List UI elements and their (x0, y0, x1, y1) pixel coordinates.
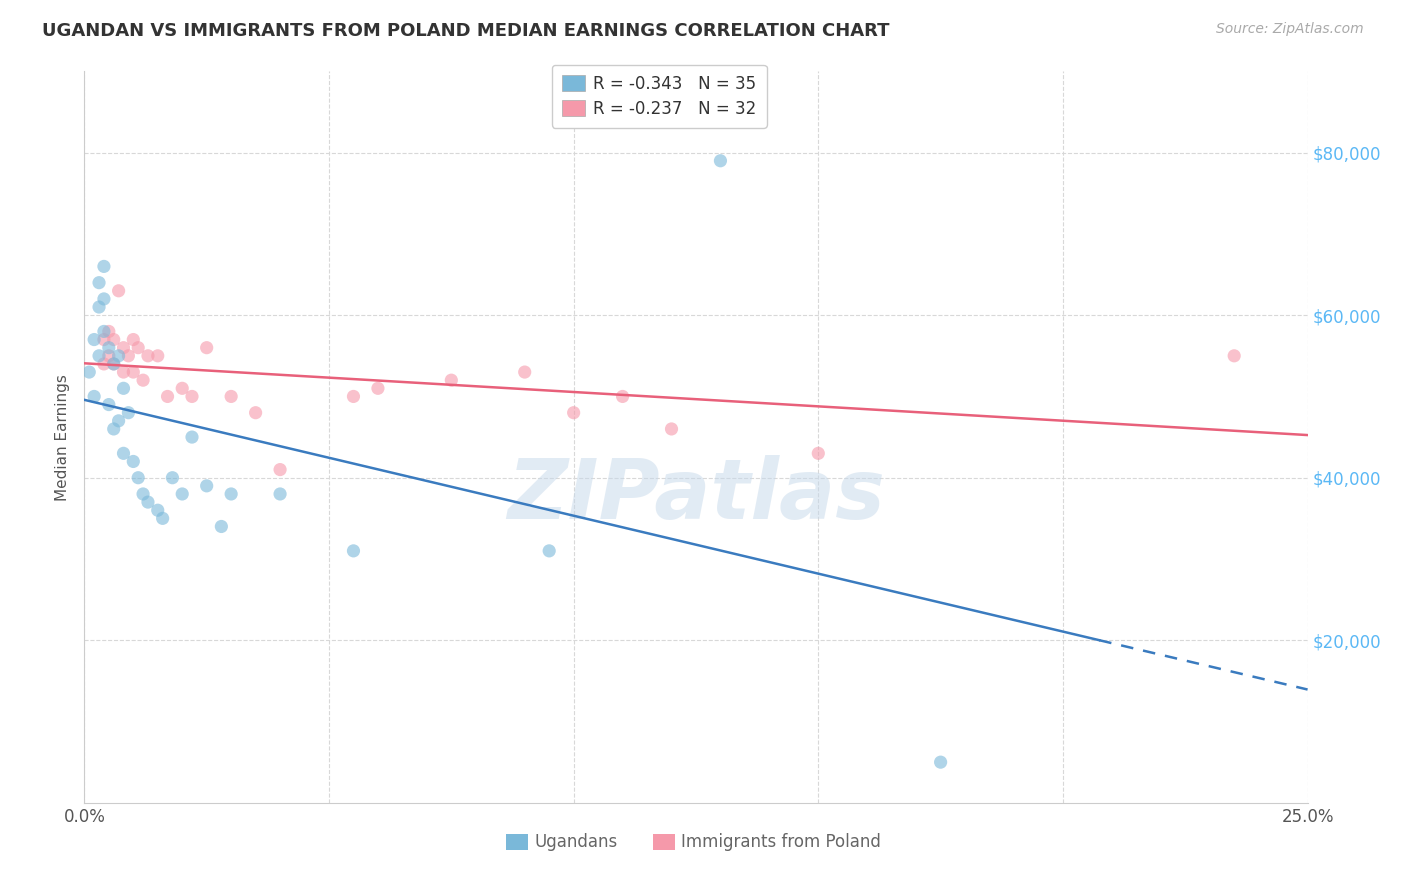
Point (162, 471, 184, 485)
Point (117, 349, 139, 363)
Point (146, 349, 169, 363)
FancyBboxPatch shape (506, 834, 529, 850)
Point (103, 422, 125, 436)
Point (87, 276, 110, 290)
Point (77, 365, 100, 379)
Point (107, 284, 129, 298)
Point (136, 349, 159, 363)
Point (112, 446, 135, 460)
Point (93, 260, 115, 274)
Point (513, 365, 536, 379)
Point (112, 365, 135, 379)
Point (127, 341, 149, 355)
Point (132, 487, 155, 501)
Point (93, 357, 115, 371)
Point (112, 341, 135, 355)
Point (136, 495, 159, 509)
Point (661, 422, 683, 436)
Point (929, 755, 952, 769)
Y-axis label: Median Earnings: Median Earnings (55, 374, 70, 500)
Point (103, 357, 125, 371)
Point (209, 519, 232, 533)
Point (538, 544, 561, 558)
Point (97, 325, 120, 339)
Point (132, 373, 155, 387)
Point (117, 406, 139, 420)
Point (172, 487, 194, 501)
Point (127, 471, 149, 485)
Point (103, 333, 125, 347)
Point (807, 446, 830, 460)
Point (97, 349, 120, 363)
Point (1223, 349, 1246, 363)
Point (709, 153, 731, 168)
Point (122, 333, 145, 347)
Point (97, 341, 120, 355)
Point (146, 503, 169, 517)
Point (156, 389, 179, 403)
Point (269, 487, 291, 501)
Point (93, 325, 115, 339)
Point (181, 430, 204, 444)
Point (152, 511, 174, 525)
Point (122, 365, 145, 379)
Point (342, 544, 364, 558)
Point (172, 381, 194, 395)
Point (103, 357, 125, 371)
Point (181, 389, 204, 403)
Point (87, 300, 110, 314)
Point (83, 389, 105, 403)
Point (87, 349, 110, 363)
Point (367, 381, 389, 395)
Point (93, 292, 115, 306)
Text: Ugandans: Ugandans (534, 833, 617, 851)
Text: ZIPatlas: ZIPatlas (508, 455, 884, 536)
Point (195, 341, 218, 355)
Point (107, 414, 129, 428)
Point (83, 333, 105, 347)
FancyBboxPatch shape (654, 834, 675, 850)
Point (219, 487, 242, 501)
Point (107, 349, 129, 363)
Point (122, 454, 145, 468)
Point (612, 389, 634, 403)
Point (440, 373, 463, 387)
Point (112, 381, 135, 395)
Point (269, 462, 291, 476)
Text: UGANDAN VS IMMIGRANTS FROM POLAND MEDIAN EARNINGS CORRELATION CHART: UGANDAN VS IMMIGRANTS FROM POLAND MEDIAN… (42, 22, 890, 40)
Text: Immigrants from Poland: Immigrants from Poland (682, 833, 882, 851)
Point (342, 389, 364, 403)
Point (195, 479, 218, 493)
Point (562, 406, 585, 420)
Text: Source: ZipAtlas.com: Source: ZipAtlas.com (1216, 22, 1364, 37)
Point (219, 389, 242, 403)
Point (97, 398, 120, 412)
Point (245, 406, 267, 420)
Legend: R = -0.343   N = 35, R = -0.237   N = 32: R = -0.343 N = 35, R = -0.237 N = 32 (551, 65, 766, 128)
Point (93, 333, 115, 347)
